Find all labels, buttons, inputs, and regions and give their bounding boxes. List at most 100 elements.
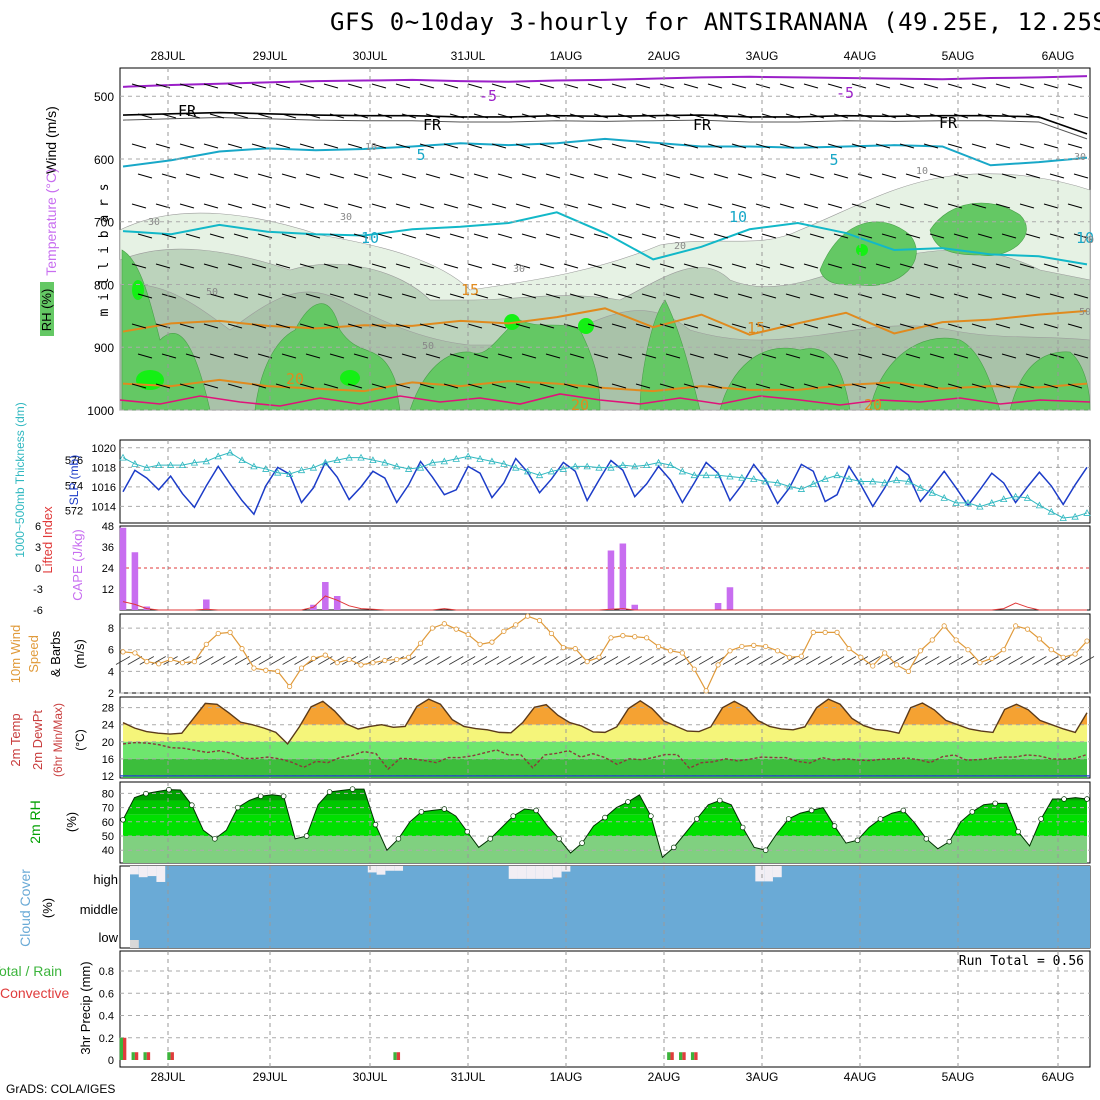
wind-barb <box>953 233 969 239</box>
precip-convective-bar <box>682 1052 686 1060</box>
wind-barb <box>131 143 147 149</box>
wind-barb <box>467 203 483 209</box>
wind-barb <box>881 113 897 119</box>
wind-barb <box>641 173 657 179</box>
li-tick-3: 3 <box>35 542 41 554</box>
cape-tick-36: 36 <box>102 542 114 554</box>
wind-barb <box>995 143 1011 149</box>
wind-barb <box>899 143 915 149</box>
rh-point <box>625 799 631 805</box>
wind-barb <box>971 203 987 209</box>
wind-barb <box>899 383 915 389</box>
wind-barb <box>329 293 345 299</box>
wind-barb <box>707 323 723 329</box>
wind-barb <box>761 173 777 179</box>
wind-barb <box>889 656 904 665</box>
wind-barb <box>203 203 219 209</box>
wind-speed-point <box>632 634 638 640</box>
wind-barb <box>731 323 747 329</box>
wind-barb <box>491 383 507 389</box>
temp-band <box>123 758 1087 778</box>
wind-label-a: 10m Wind <box>8 625 23 684</box>
wind-barb <box>936 656 952 665</box>
wind-barb <box>185 173 201 179</box>
precip-tick-0: 0 <box>108 1055 114 1067</box>
wind-speed-point <box>679 650 685 656</box>
wind-barb <box>1073 233 1089 239</box>
wind-barb <box>707 383 723 389</box>
wind-barb <box>737 353 753 359</box>
wind-barb <box>960 656 976 665</box>
wind-barb <box>443 383 459 389</box>
cloud-high-bar <box>138 866 148 878</box>
thickness-point <box>428 458 437 466</box>
wind-speed-point <box>191 659 198 665</box>
wind-barb <box>323 383 339 389</box>
wind-barb <box>281 113 297 119</box>
slp-tick-1018: 1018 <box>92 462 116 474</box>
cloud-unit: (%) <box>40 898 55 918</box>
wind-barb <box>131 323 147 329</box>
wind-barb <box>497 173 513 179</box>
rh-point <box>235 804 241 811</box>
wind-barb <box>953 293 969 299</box>
wind-speed-point <box>882 650 888 656</box>
wind-barb <box>161 113 177 119</box>
wind-speed-point <box>584 659 590 665</box>
wind-barb <box>929 113 945 119</box>
rh-point <box>785 816 792 822</box>
wind-barb <box>995 383 1011 389</box>
wind-barb <box>731 143 747 149</box>
wind-barb <box>737 293 753 299</box>
wind-speed-point <box>989 655 995 661</box>
wind-barb <box>761 113 777 119</box>
wind-barb <box>722 656 738 665</box>
wind-barb <box>851 383 867 389</box>
wind-speed-point <box>572 646 578 652</box>
run-total-annotation: Run Total = 0.56 <box>959 954 1084 969</box>
wind-barb <box>281 293 297 299</box>
wind-barb <box>520 656 535 665</box>
slp-tick-1020: 1020 <box>92 443 116 455</box>
precip-total-bar <box>667 1052 671 1060</box>
wind-barb <box>275 263 291 269</box>
wind-barb <box>449 233 465 239</box>
thickness-point <box>190 458 199 466</box>
precip-tick-0.6: 0.6 <box>99 988 114 1000</box>
cloud-high-bar <box>156 866 166 882</box>
wind-barb <box>568 656 583 665</box>
precip-total-bar <box>119 1037 123 1060</box>
wind-barb <box>323 263 339 269</box>
wind-barb <box>131 203 147 209</box>
thickness-point <box>892 476 901 484</box>
wind-speed-point <box>727 648 733 654</box>
rh-bright-region-5 <box>132 280 144 300</box>
thickness-point <box>976 502 984 510</box>
precip-convective-bar <box>670 1052 674 1060</box>
wind-barb <box>1019 203 1035 209</box>
wind-barb <box>770 656 785 665</box>
wind-barb <box>1025 113 1041 119</box>
wind-barb <box>659 263 675 269</box>
wind-speed-point <box>429 625 436 631</box>
rh-green-region-1 <box>254 303 401 411</box>
wind-barb <box>179 203 195 209</box>
rh-point <box>671 844 677 851</box>
wind-barb <box>275 323 291 329</box>
date-label-top-1AUG: 1AUG <box>550 49 583 63</box>
wind-barb <box>251 203 267 209</box>
panel-1-frame <box>119 439 1091 524</box>
wind-barb <box>521 113 537 119</box>
thickness-point <box>1047 507 1055 515</box>
rh-point <box>326 789 333 795</box>
wind-barb <box>881 353 897 359</box>
rh-point <box>854 837 861 844</box>
wind-barb <box>185 353 201 359</box>
rh-point <box>717 797 723 804</box>
wind-speed-point <box>156 661 162 667</box>
wind-barb <box>761 353 777 359</box>
wind-barb <box>587 383 603 389</box>
pressure-tick-600: 600 <box>94 153 114 167</box>
wind-barb <box>569 113 585 119</box>
wind-barb <box>521 233 537 239</box>
